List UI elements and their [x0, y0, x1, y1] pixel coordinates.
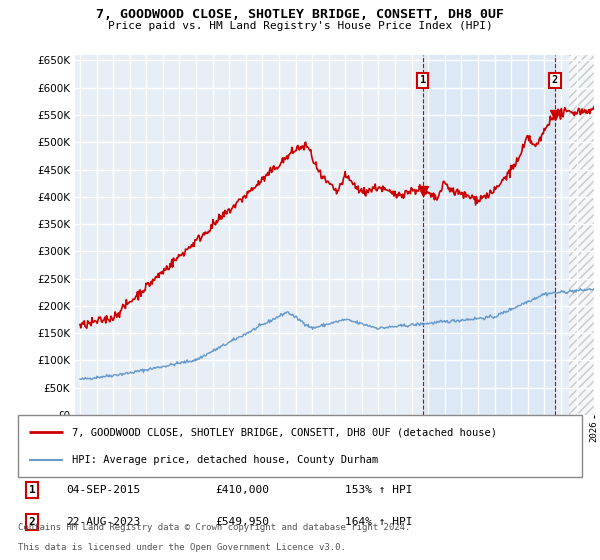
Text: 2: 2 — [29, 517, 35, 528]
Bar — [423, 55, 555, 415]
Text: 7, GOODWOOD CLOSE, SHOTLEY BRIDGE, CONSETT, DH8 0UF (detached house): 7, GOODWOOD CLOSE, SHOTLEY BRIDGE, CONSE… — [71, 427, 497, 437]
Text: HPI: Average price, detached house, County Durham: HPI: Average price, detached house, Coun… — [71, 455, 378, 465]
Text: £410,000: £410,000 — [215, 485, 269, 495]
Text: Price paid vs. HM Land Registry's House Price Index (HPI): Price paid vs. HM Land Registry's House … — [107, 21, 493, 31]
Text: 164% ↑ HPI: 164% ↑ HPI — [345, 517, 413, 528]
Text: 04-SEP-2015: 04-SEP-2015 — [66, 485, 140, 495]
FancyBboxPatch shape — [18, 415, 582, 477]
Text: 2: 2 — [552, 75, 558, 85]
Text: Contains HM Land Registry data © Crown copyright and database right 2024.: Contains HM Land Registry data © Crown c… — [18, 523, 410, 532]
Text: This data is licensed under the Open Government Licence v3.0.: This data is licensed under the Open Gov… — [18, 543, 346, 552]
Text: 153% ↑ HPI: 153% ↑ HPI — [345, 485, 413, 495]
Text: £549,950: £549,950 — [215, 517, 269, 528]
Text: 22-AUG-2023: 22-AUG-2023 — [66, 517, 140, 528]
Text: 1: 1 — [419, 75, 426, 85]
Text: 1: 1 — [29, 485, 35, 495]
Text: 7, GOODWOOD CLOSE, SHOTLEY BRIDGE, CONSETT, DH8 0UF: 7, GOODWOOD CLOSE, SHOTLEY BRIDGE, CONSE… — [96, 8, 504, 21]
